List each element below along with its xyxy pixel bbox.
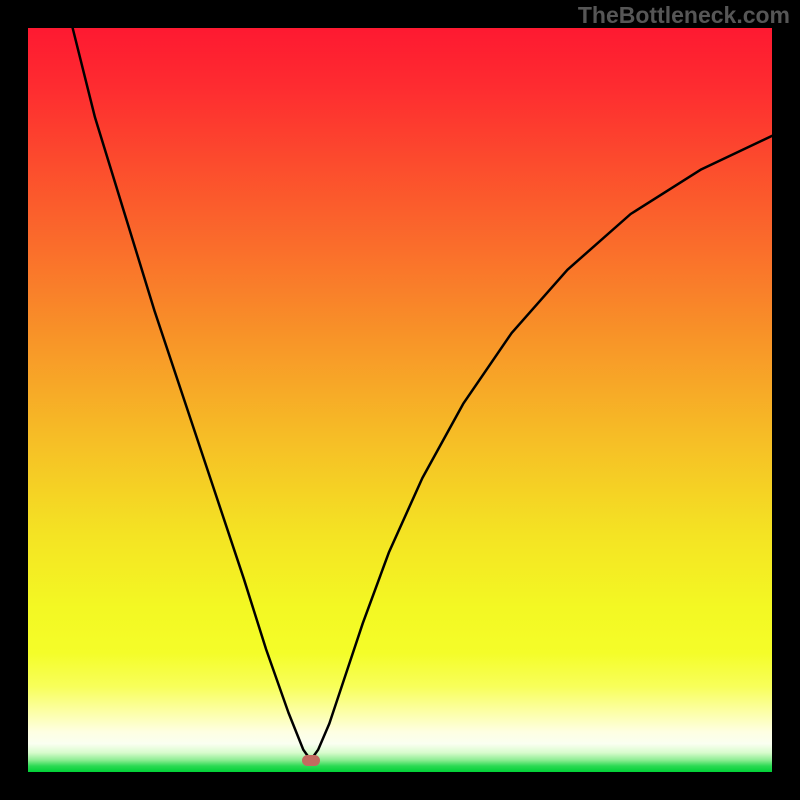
vertex-marker bbox=[302, 755, 320, 766]
chart-container: TheBottleneck.com bbox=[0, 0, 800, 800]
curve-right-branch bbox=[311, 136, 772, 760]
curve-left-branch bbox=[73, 28, 311, 760]
v-curve bbox=[28, 28, 772, 772]
watermark-text: TheBottleneck.com bbox=[578, 2, 790, 29]
plot-area bbox=[28, 28, 772, 772]
